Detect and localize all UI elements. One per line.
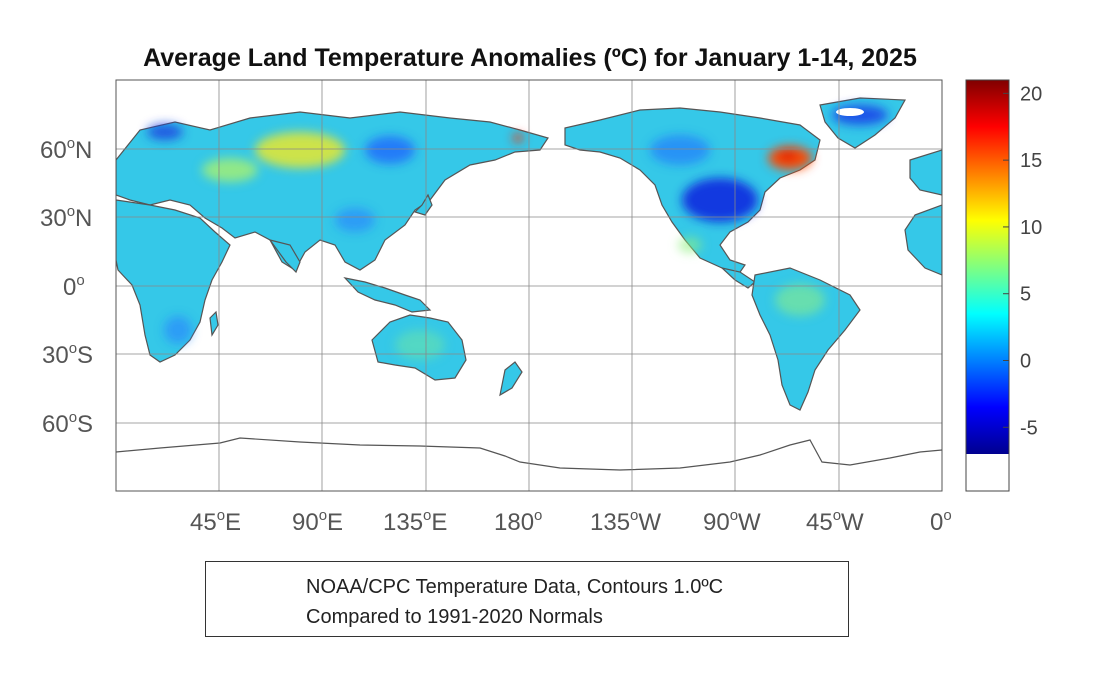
caption-box: NOAA/CPC Temperature Data, Contours 1.0º… <box>205 561 849 637</box>
madagascar-landmass <box>209 310 219 337</box>
colorbar-ticks: 20 15 10 5 0 -5 <box>1003 83 1042 439</box>
us-cold-anomaly <box>682 178 758 222</box>
lat-label-0: 0o <box>63 272 85 301</box>
far-east-hot-spot <box>513 134 523 142</box>
colorbar-bottom-white <box>966 454 1009 491</box>
central-america-landmass <box>719 266 756 289</box>
africa-landmass <box>116 199 231 363</box>
colorbar-tick-label: 5 <box>1020 284 1031 306</box>
lon-label-0: 0o <box>930 507 952 536</box>
colorbar-tick-label: 20 <box>1020 83 1042 105</box>
caption-line-1: NOAA/CPC Temperature Data, Contours 1.0º… <box>306 576 724 598</box>
east-siberia-cool-anomaly <box>365 136 415 164</box>
africa-edge-landmass <box>904 204 942 276</box>
labrador-core-anomaly <box>778 151 798 161</box>
map-frame <box>115 79 943 492</box>
anomaly-blobs <box>147 105 888 360</box>
europe-edge-landmass <box>909 149 942 196</box>
lat-label-60N: 60oN <box>40 135 92 164</box>
map-gridlines <box>116 80 942 491</box>
lat-label-30N: 30oN <box>40 203 92 232</box>
lon-label-135E: 135oE <box>383 507 447 536</box>
china-cool-anomaly <box>335 208 375 232</box>
lon-label-90E: 90oE <box>292 507 343 536</box>
mexico-warm <box>678 237 702 253</box>
lon-label-45W: 45oW <box>806 507 864 536</box>
japan-landmass <box>413 193 433 216</box>
lat-label-30S: 30oS <box>42 340 93 369</box>
map-area <box>116 80 942 491</box>
canada-cool-anomaly <box>650 135 710 165</box>
colorbar-fill <box>966 80 1009 454</box>
central-asia-warm-anomaly <box>202 158 258 182</box>
lon-label-135W: 135oW <box>590 507 661 536</box>
scandinavia-cool-anomaly <box>147 124 183 140</box>
colorbar-tick-label: 15 <box>1020 150 1042 172</box>
caption-line-2: Compared to 1991-2020 Normals <box>306 606 603 628</box>
new-zealand-landmass <box>499 361 523 397</box>
australia-warm <box>395 330 445 360</box>
india-landmass <box>268 239 301 274</box>
lon-label-180: 180o <box>494 507 542 536</box>
siberia-warm-anomaly <box>255 132 345 168</box>
lon-label-45E: 45oE <box>190 507 241 536</box>
colorbar: 20 15 10 5 0 -5 <box>965 79 1042 492</box>
colorbar-tick-label: -5 <box>1020 417 1038 439</box>
south-america-warm <box>775 284 825 316</box>
chart-title: Average Land Temperature Anomalies (ºC) … <box>143 44 917 72</box>
latitude-axis-labels: 60oN 30oN 0o 30oS 60oS <box>40 135 93 438</box>
africa-south-cool <box>164 316 192 344</box>
colorbar-tick-label: 0 <box>1020 351 1031 373</box>
colorbar-tick-label: 10 <box>1020 217 1042 239</box>
greenland-ice-white <box>836 108 864 116</box>
eurasia-landmass <box>116 111 549 271</box>
lon-label-90W: 90oW <box>703 507 761 536</box>
colorbar-frame <box>965 79 1010 492</box>
longitude-axis-labels: 45oE 90oE 135oE 180o 135oW 90oW 45oW 0o <box>190 507 952 536</box>
antarctica-coast <box>116 437 942 471</box>
greenland-cool-anomaly <box>832 105 888 125</box>
lat-label-60S: 60oS <box>42 409 93 438</box>
